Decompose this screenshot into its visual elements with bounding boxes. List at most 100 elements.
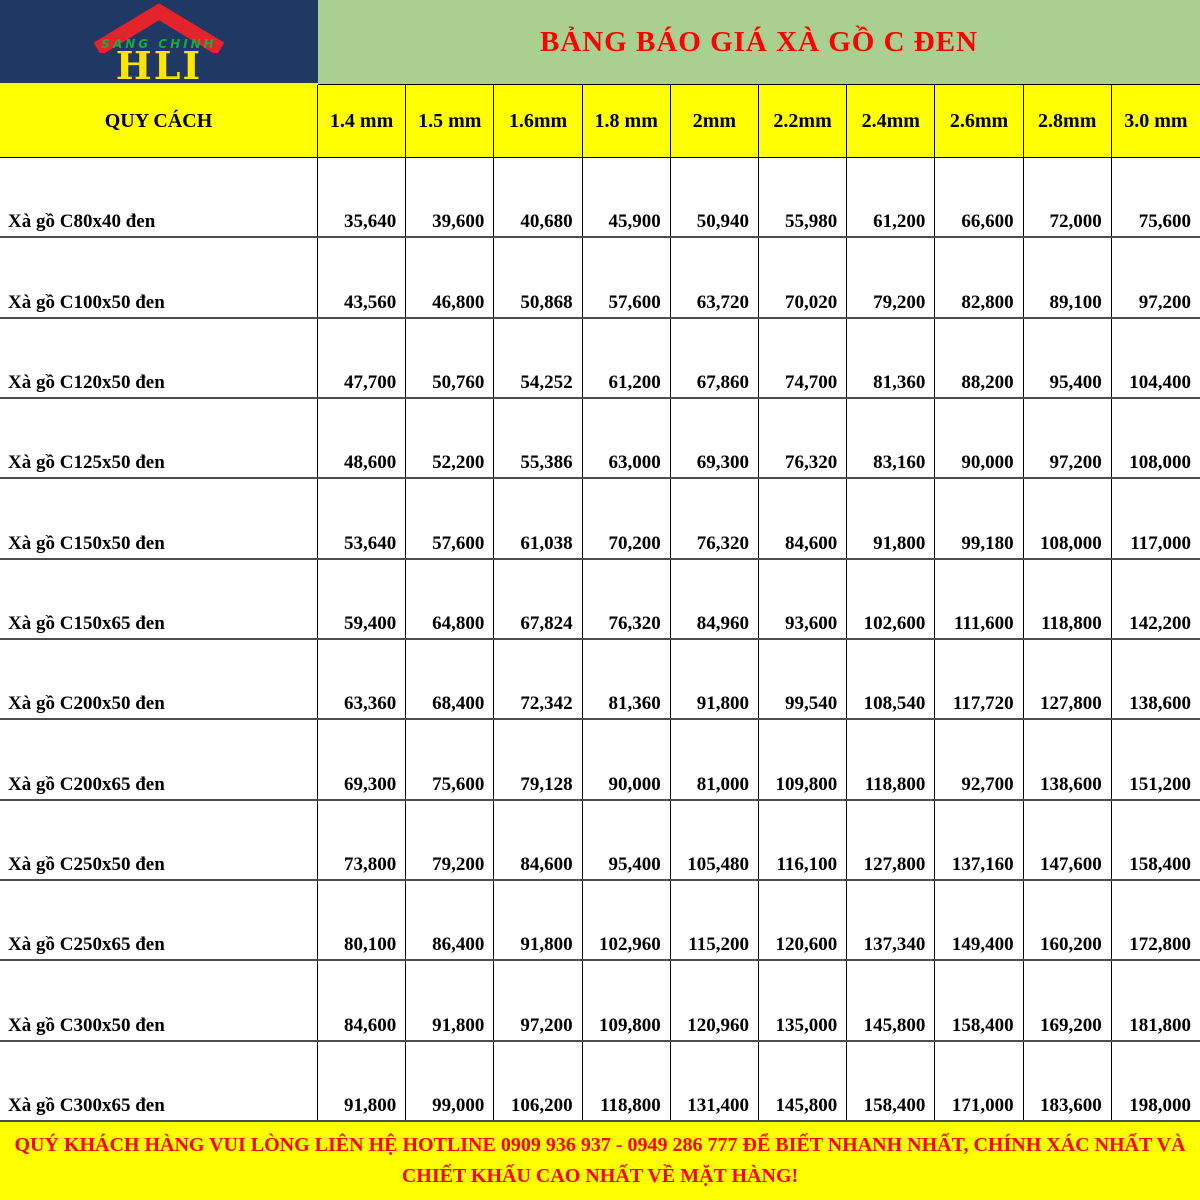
price-cell: 97,200 xyxy=(1024,399,1112,478)
price-cell: 72,000 xyxy=(1024,158,1112,237)
price-cell: 74,700 xyxy=(759,318,848,397)
row-label: Xà gồ C250x65 đen xyxy=(0,881,318,960)
price-cell: 50,940 xyxy=(671,158,759,237)
price-cell: 91,800 xyxy=(318,1041,407,1120)
price-cell: 76,320 xyxy=(671,479,759,558)
price-cell: 137,160 xyxy=(935,800,1024,879)
price-cell: 120,960 xyxy=(671,961,759,1040)
price-cell: 81,360 xyxy=(583,640,671,719)
price-cell: 66,600 xyxy=(935,158,1024,237)
price-cell: 61,200 xyxy=(847,158,936,237)
price-cell: 105,480 xyxy=(671,800,759,879)
price-cell: 160,200 xyxy=(1024,881,1112,960)
price-cell: 63,720 xyxy=(671,238,759,317)
price-cell: 102,960 xyxy=(583,881,671,960)
price-cell: 72,342 xyxy=(494,640,583,719)
column-header-thickness: 3.0 mm xyxy=(1124,109,1188,132)
row-label: Xà gồ C300x50 đen xyxy=(0,961,318,1040)
price-cell: 117,000 xyxy=(1130,532,1191,554)
price-cell: 93,600 xyxy=(759,559,848,638)
title-banner: BẢNG BÁO GIÁ XÀ GỒ C ĐEN xyxy=(318,0,1200,85)
price-cell: 120,600 xyxy=(759,881,848,960)
price-cell: 68,400 xyxy=(406,640,495,719)
price-cell: 82,800 xyxy=(935,238,1024,317)
table-body: Xà gồ C80x40 đen 35,640 39,600 40,680 45,900… xyxy=(0,158,1200,1122)
table-row: Xà gồ C250x65 đen 80,100 86,400 91,800 102,9… xyxy=(0,881,1200,962)
price-cell: 46,800 xyxy=(406,238,495,317)
price-cell: 52,200 xyxy=(406,399,495,478)
price-cell: 55,980 xyxy=(759,158,848,237)
price-cell: 115,200 xyxy=(671,881,759,960)
price-cell: 111,600 xyxy=(935,559,1024,638)
price-cell: 99,540 xyxy=(759,640,848,719)
price-cell: 89,100 xyxy=(1024,238,1112,317)
price-cell: 69,300 xyxy=(671,399,759,478)
price-cell: 48,600 xyxy=(318,399,407,478)
table-row: Xà gồ C200x50 đen 63,360 68,400 72,342 81,36… xyxy=(0,640,1200,721)
column-header-thickness: 1.8 mm xyxy=(583,85,671,157)
column-header-thickness: 2.6mm xyxy=(935,85,1024,157)
price-cell: 45,900 xyxy=(583,158,671,237)
price-cell: 63,360 xyxy=(318,640,407,719)
price-cell: 171,000 xyxy=(935,1041,1024,1120)
price-cell: 67,860 xyxy=(671,318,759,397)
price-cell: 118,800 xyxy=(847,720,936,799)
price-cell: 73,800 xyxy=(318,800,407,879)
price-cell: 76,320 xyxy=(583,559,671,638)
price-cell: 67,824 xyxy=(494,559,583,638)
price-cell: 142,200 xyxy=(1129,613,1191,634)
table-row: Xà gồ C300x50 đen 84,600 91,800 97,200 109,8… xyxy=(0,961,1200,1042)
table-row: Xà gồ C150x50 đen 53,640 57,600 61,038 70,20… xyxy=(0,479,1200,560)
company-logo: SANG CHINH HLI xyxy=(0,0,318,85)
row-label: Xà gồ C120x50 đen xyxy=(0,318,318,397)
footer-banner: QUÝ KHÁCH HÀNG VUI LÒNG LIÊN HỆ HOTLINE … xyxy=(0,1122,1200,1200)
table-row: Xà gồ C120x50 đen 47,700 50,760 54,252 61,20… xyxy=(0,318,1200,399)
price-cell: 84,600 xyxy=(318,961,407,1040)
price-cell: 104,400 xyxy=(1129,372,1191,393)
price-cell: 79,200 xyxy=(406,800,495,879)
price-cell: 91,800 xyxy=(847,479,936,558)
price-cell: 138,600 xyxy=(1129,693,1191,715)
price-cell: 53,640 xyxy=(318,479,407,558)
price-cell: 109,800 xyxy=(759,720,848,799)
price-cell: 108,000 xyxy=(1129,452,1191,474)
price-cell: 118,800 xyxy=(1024,559,1112,638)
price-cell: 84,600 xyxy=(494,800,583,879)
price-cell: 70,020 xyxy=(759,238,848,317)
price-cell: 40,680 xyxy=(494,158,583,237)
price-cell: 80,100 xyxy=(318,881,407,960)
row-label: Xà gồ C150x65 đen xyxy=(0,559,318,638)
column-header-thickness: 2.2mm xyxy=(759,85,848,157)
table-row: Xà gồ C250x50 đen 73,800 79,200 84,600 95,40… xyxy=(0,800,1200,881)
price-cell: 91,800 xyxy=(494,881,583,960)
price-cell: 169,200 xyxy=(1024,961,1112,1040)
price-cell: 50,760 xyxy=(406,318,495,397)
price-cell: 57,600 xyxy=(406,479,495,558)
price-cell: 181,800 xyxy=(1129,1014,1191,1036)
price-cell: 79,200 xyxy=(847,238,936,317)
table-header-row: QUY CÁCH 1.4 mm 1.5 mm 1.6mm 1.8 mm 2mm 2.2mm… xyxy=(0,85,1200,158)
logo-brand-name: SANG CHINH xyxy=(101,36,217,51)
price-cell: 84,600 xyxy=(759,479,848,558)
column-header-thickness: 2.4mm xyxy=(847,85,936,157)
price-cell: 92,700 xyxy=(935,720,1024,799)
column-header-thickness: 1.6mm xyxy=(494,85,583,157)
table-row: Xà gồ C100x50 đen 43,560 46,800 50,868 57,60… xyxy=(0,238,1200,319)
price-cell: 54,252 xyxy=(494,318,583,397)
price-cell: 79,128 xyxy=(494,720,583,799)
row-label: Xà gồ C125x50 đen xyxy=(0,399,318,478)
price-cell: 43,560 xyxy=(318,238,407,317)
price-cell: 63,000 xyxy=(583,399,671,478)
price-cell: 59,400 xyxy=(318,559,407,638)
table-row: Xà gồ C125x50 đen 48,600 52,200 55,386 63,00… xyxy=(0,399,1200,480)
column-header-thickness: 2.8mm xyxy=(1024,85,1112,157)
price-cell: 137,340 xyxy=(847,881,936,960)
row-label: Xà gồ C300x65 đen xyxy=(0,1041,318,1120)
price-cell: 91,800 xyxy=(406,961,495,1040)
price-cell: 61,200 xyxy=(583,318,671,397)
price-cell: 86,400 xyxy=(406,881,495,960)
price-cell: 75,600 xyxy=(406,720,495,799)
price-cell: 145,800 xyxy=(759,1041,848,1120)
price-cell: 131,400 xyxy=(671,1041,759,1120)
price-cell: 64,800 xyxy=(406,559,495,638)
